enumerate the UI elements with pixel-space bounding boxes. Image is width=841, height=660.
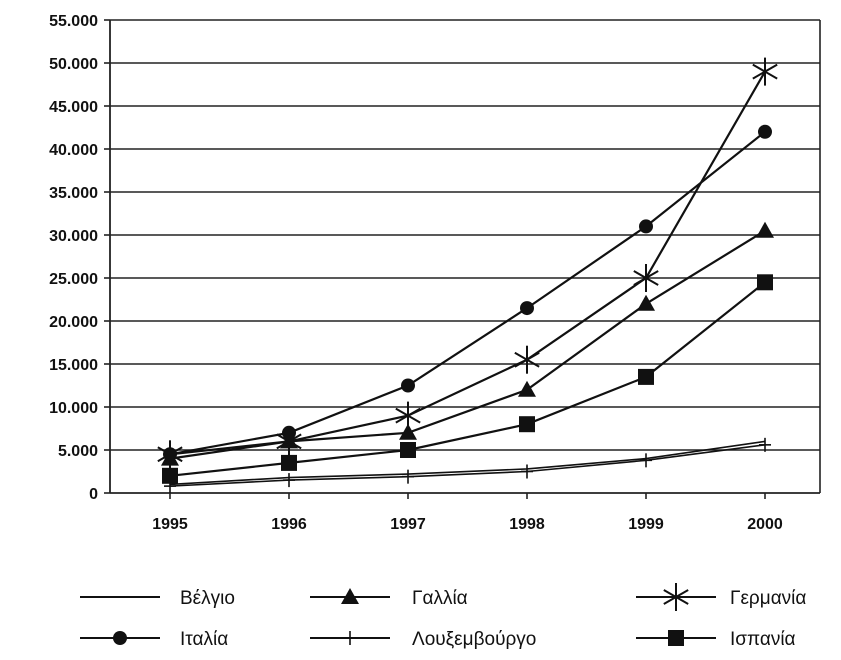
x-tick-label: 1997	[390, 516, 426, 533]
series-marker-3	[282, 425, 296, 440]
series-marker-4	[759, 437, 771, 452]
series-marker-5	[757, 274, 773, 291]
y-tick-label: 40.000	[49, 142, 98, 159]
legend-label: Ισπανία	[730, 629, 796, 650]
asterisk-stroke	[276, 433, 302, 450]
x-tick-label: 1996	[271, 516, 307, 533]
series-line-2	[169, 71, 766, 456]
series-marker-2	[752, 57, 778, 86]
legend-item: Βέλγιο	[80, 588, 235, 609]
series-marker-4	[640, 453, 652, 468]
series-marker-5	[638, 368, 654, 385]
legend-label: Λουξεμβούργο	[412, 629, 536, 650]
legend-swatch-marker	[113, 631, 127, 645]
asterisk-stroke	[752, 63, 778, 80]
series-marker-2	[633, 264, 659, 292]
y-tick-label: 55.000	[49, 13, 98, 30]
asterisk-stroke	[663, 589, 689, 605]
y-tick-label: 10.000	[49, 400, 98, 417]
legend: Βέλγιο Γαλλία Γερμανία Ιταλία Λουξεμβούργο Ισ…	[80, 583, 806, 650]
series-line-4	[169, 444, 766, 487]
series-marker-1	[756, 221, 774, 238]
series-marker-3	[163, 447, 177, 462]
series-marker-4	[521, 464, 533, 479]
series-marker-3	[639, 219, 653, 234]
series-marker-4	[283, 473, 295, 488]
series-marker-5	[400, 442, 416, 458]
legend-label: Ιταλία	[180, 629, 228, 650]
series-marker-5	[519, 416, 535, 433]
legend-swatch-marker	[344, 631, 356, 645]
asterisk-stroke	[633, 270, 659, 286]
series-marker-1	[399, 423, 417, 440]
series-marker-4	[402, 469, 414, 484]
series-line-5	[169, 281, 766, 477]
series-marker-3	[758, 124, 772, 139]
y-tick-label: 5.000	[58, 443, 98, 460]
legend-item: Ισπανία	[636, 629, 796, 650]
y-tick-label: 30.000	[49, 228, 98, 245]
x-tick-label: 1999	[628, 516, 664, 533]
legend-item: Ιταλία	[80, 629, 228, 650]
legend-swatch-marker	[668, 630, 684, 646]
x-tick-label: 1995	[152, 516, 188, 533]
x-tick-label: 2000	[747, 516, 783, 533]
y-tick-label: 50.000	[49, 56, 98, 73]
y-tick-label: 35.000	[49, 185, 98, 202]
series-marker-3	[401, 378, 415, 393]
legend-swatch-marker	[663, 583, 689, 611]
series-line-3	[169, 130, 766, 456]
series-marker-1	[518, 380, 536, 397]
legend-label: Βέλγιο	[180, 588, 235, 609]
legend-item: Γαλλία	[310, 588, 468, 609]
tick-labels: 0 5.000 10.000 15.000 20.000 25.000 30.000 35.0…	[49, 13, 783, 533]
series-marker-2	[395, 401, 421, 430]
legend-item: Λουξεμβούργο	[310, 629, 536, 650]
x-tick-label: 1998	[509, 516, 545, 533]
legend-label: Γερμανία	[730, 588, 806, 609]
y-tick-label: 45.000	[49, 99, 98, 116]
y-tick-label: 25.000	[49, 271, 98, 288]
legend-label: Γαλλία	[412, 588, 468, 609]
series-line-0	[169, 440, 766, 486]
series-marker-5	[281, 454, 297, 471]
axes	[104, 19, 821, 499]
gridlines	[110, 19, 820, 451]
series-markers	[157, 57, 778, 494]
y-tick-label: 20.000	[49, 314, 98, 331]
series-lines	[169, 71, 766, 487]
asterisk-stroke	[514, 351, 540, 368]
asterisk-stroke	[395, 407, 421, 424]
y-tick-label: 15.000	[49, 357, 98, 374]
legend-swatch-marker	[341, 588, 359, 604]
y-tick-label: 0	[89, 486, 98, 503]
series-marker-3	[520, 301, 534, 316]
series-marker-2	[514, 345, 540, 374]
legend-item: Γερμανία	[636, 583, 806, 611]
series-marker-5	[162, 467, 178, 484]
series-marker-1	[637, 294, 655, 311]
